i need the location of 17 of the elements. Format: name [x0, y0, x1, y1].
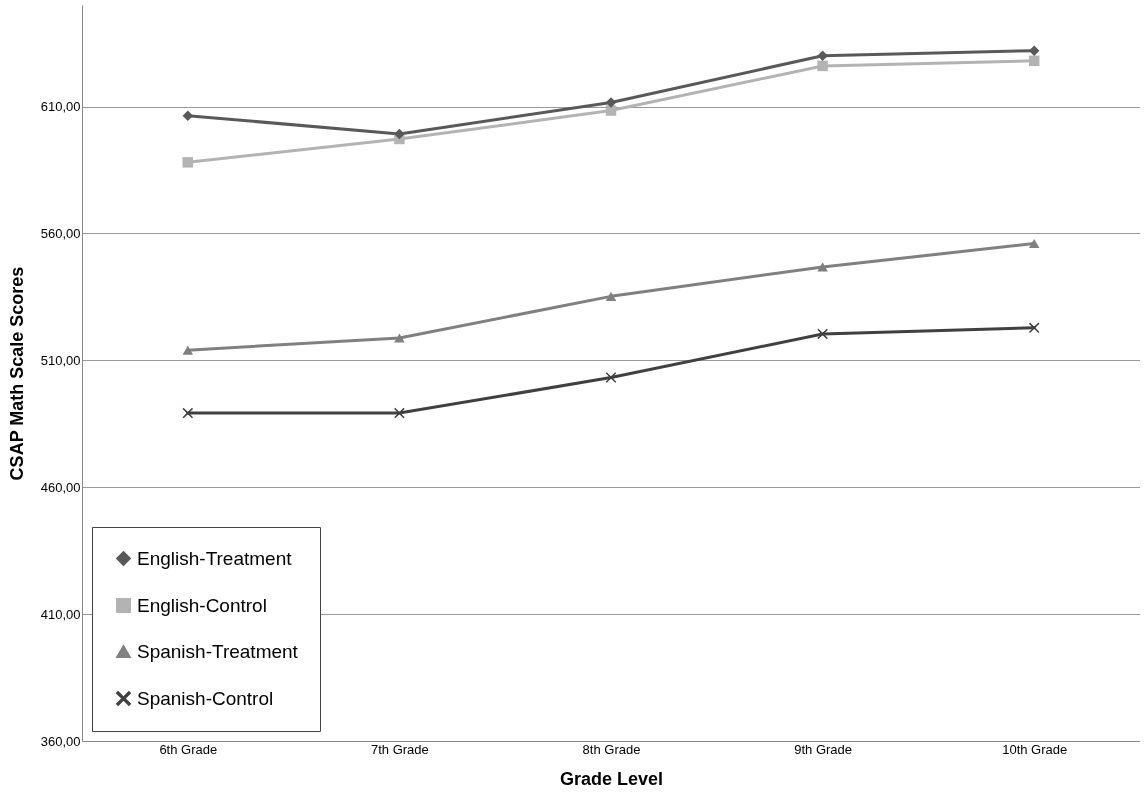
y-tick-label: 460,00	[40, 479, 81, 495]
y-tick-label: 510,00	[40, 352, 81, 368]
x-tick-label: 9th Grade	[794, 741, 853, 757]
x-tick-label: 10th Grade	[1002, 741, 1068, 757]
x-tick-label: 7th Grade	[370, 741, 429, 757]
legend-label: English-Control	[137, 594, 267, 616]
legend-label: Spanish-Treatment	[137, 640, 299, 662]
x-tick-label: 8th Grade	[582, 741, 641, 757]
y-axis-title: CSAP Math Scale Scores	[6, 266, 27, 481]
legend-label: English-Treatment	[137, 547, 293, 569]
y-tick-label: 610,00	[40, 99, 81, 115]
x-axis-title: Grade Level	[559, 768, 664, 789]
x-tick-label: 6th Grade	[159, 741, 218, 757]
y-tick-label: 410,00	[40, 606, 81, 622]
y-tick-label: 360,00	[40, 733, 81, 749]
y-tick-label: 560,00	[40, 225, 81, 241]
legend-label: Spanish-Control	[137, 687, 274, 709]
